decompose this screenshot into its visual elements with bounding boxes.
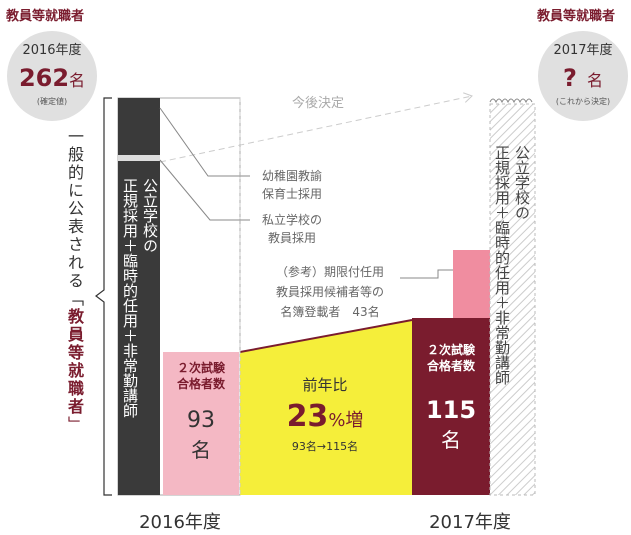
growth-value: 23%増 bbox=[250, 402, 400, 432]
number: ? 名 bbox=[538, 66, 628, 90]
note: (確定値) bbox=[36, 97, 68, 106]
label: 幼稚園教諭 bbox=[262, 169, 323, 183]
label: 教員等就職者 bbox=[6, 9, 85, 24]
label: 名簿登載者 43名 bbox=[280, 305, 380, 319]
bracket-text: 一般的に公表される「教員等就職者」 bbox=[65, 128, 84, 434]
unit: 名 bbox=[587, 71, 604, 90]
column-2016 bbox=[118, 98, 160, 495]
number: 262名 bbox=[7, 66, 97, 90]
label: 私立学校の bbox=[262, 213, 323, 227]
label: 前年比 bbox=[302, 376, 348, 394]
year: 2016年度 bbox=[22, 43, 82, 58]
column-2017 bbox=[489, 103, 536, 496]
year-label: 2017年度 bbox=[429, 512, 511, 533]
label: 保育士採用 bbox=[262, 187, 323, 201]
bracket bbox=[95, 97, 112, 496]
column-text: 正規採用＋臨時的任用＋非常勤講師 bbox=[121, 178, 139, 418]
label: 合格者数 bbox=[426, 359, 475, 373]
band bbox=[118, 155, 160, 161]
label: 合格者数 bbox=[176, 377, 225, 391]
leader bbox=[159, 107, 250, 177]
column-text: 公立学校の bbox=[141, 178, 159, 253]
label: 教員採用 bbox=[268, 231, 317, 245]
leader bbox=[159, 159, 250, 221]
wave bbox=[489, 98, 533, 104]
number: 115 bbox=[425, 396, 477, 424]
emphasis: 教員等就職者 bbox=[65, 308, 84, 416]
column-text: 公立学校の bbox=[513, 145, 531, 220]
detail: 93名→115名 bbox=[291, 440, 359, 453]
circle-right bbox=[538, 31, 628, 121]
year-label: 2016年度 bbox=[139, 512, 221, 533]
future-note: 今後決定 bbox=[292, 96, 345, 111]
unit: 名 bbox=[441, 428, 461, 452]
pass-2016-box bbox=[163, 352, 239, 495]
pass-2017-box bbox=[412, 318, 490, 495]
year: 2017年度 bbox=[553, 43, 613, 58]
label: ２次試験 bbox=[426, 343, 475, 357]
unit: 名 bbox=[191, 438, 211, 462]
unit: 名 bbox=[69, 71, 86, 90]
number: 93 bbox=[187, 408, 215, 433]
growth-edge bbox=[239, 319, 413, 353]
label: （参考）期限付任用 bbox=[275, 265, 384, 279]
value: ? bbox=[562, 64, 577, 92]
value: 23 bbox=[286, 399, 329, 434]
text: 一般的に公表される「 bbox=[65, 128, 84, 308]
circle-left bbox=[7, 31, 97, 121]
note: (これから決定) bbox=[555, 97, 611, 106]
leader bbox=[400, 269, 453, 279]
value: 262 bbox=[18, 64, 70, 92]
label: ２次試験 bbox=[176, 361, 225, 375]
unit: %増 bbox=[328, 410, 364, 431]
text: 」 bbox=[65, 416, 84, 434]
reference-bar bbox=[453, 250, 490, 318]
future-arrow bbox=[159, 96, 472, 163]
growth-area bbox=[240, 320, 412, 495]
label: 教員等就職者 bbox=[537, 9, 616, 24]
column-text: 正規採用＋臨時的任用＋非常勤講師 bbox=[493, 145, 511, 385]
label: 教員採用候補者等の bbox=[275, 285, 384, 299]
